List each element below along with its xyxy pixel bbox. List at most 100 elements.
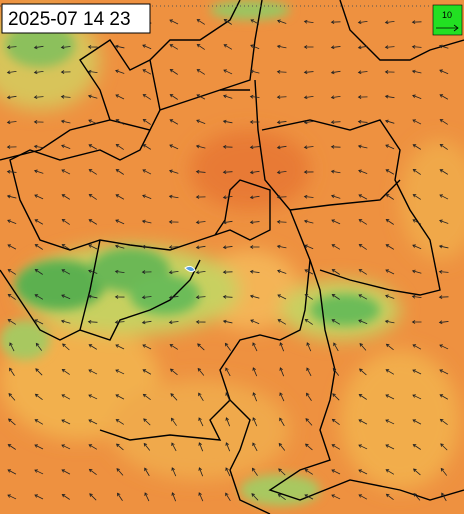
- wind-arrow: [141, 320, 152, 325]
- wind-arrow: [115, 144, 124, 150]
- wind-arrow: [331, 469, 341, 475]
- wind-arrow: [330, 45, 341, 50]
- wind-arrow: [196, 119, 206, 125]
- wind-arrow: [252, 392, 258, 402]
- wind-arrow: [385, 144, 395, 150]
- wind-arrow: [225, 392, 231, 402]
- wind-arrows: [6, 19, 449, 502]
- wind-arrow: [196, 44, 205, 50]
- wind-arrow: [6, 194, 17, 199]
- wind-arrow: [142, 69, 152, 75]
- wind-arrow: [115, 169, 124, 175]
- wind-arrow: [412, 144, 422, 150]
- wind-arrow: [304, 244, 314, 250]
- wind-arrow: [331, 319, 341, 325]
- wind-arrow: [195, 220, 206, 225]
- wind-arrow: [114, 244, 125, 249]
- wind-arrow: [61, 394, 71, 400]
- wind-arrow: [411, 69, 422, 74]
- wind-arrow: [358, 169, 368, 175]
- wind-arrow: [87, 319, 98, 324]
- wind-arrow: [171, 492, 177, 502]
- wind-arrow: [385, 343, 394, 351]
- wind-arrow: [61, 369, 70, 375]
- wind-arrow: [168, 295, 179, 300]
- wind-arrow: [168, 320, 179, 325]
- wind-arrow: [412, 94, 422, 99]
- wind-arrow: [195, 295, 206, 300]
- wind-arrow: [7, 494, 17, 500]
- wind-arrow: [169, 368, 178, 376]
- wind-arrow: [115, 119, 125, 125]
- wind-arrow: [331, 219, 341, 225]
- wind-arrow: [333, 342, 339, 352]
- wind-arrow: [61, 469, 71, 475]
- wind-arrow: [61, 169, 71, 175]
- wind-arrow: [249, 94, 260, 99]
- wind-arrow: [412, 194, 421, 200]
- wind-arrow: [88, 244, 98, 250]
- wind-arrow: [195, 245, 206, 250]
- wind-arrow: [330, 169, 341, 174]
- wind-arrow: [6, 70, 17, 75]
- wind-arrow: [277, 319, 287, 325]
- wind-arrow: [88, 468, 97, 476]
- wind-arrow: [60, 319, 71, 324]
- wind-arrow: [330, 194, 341, 199]
- wind-arrow: [358, 319, 368, 325]
- wind-arrow: [331, 269, 340, 275]
- wind-arrow: [171, 442, 177, 452]
- wind-arrow: [304, 494, 314, 500]
- wind-arrow: [303, 95, 314, 100]
- wind-arrow: [279, 342, 285, 352]
- wind-arrow: [61, 494, 70, 500]
- wind-arrow: [8, 418, 16, 426]
- wind-arrow: [6, 45, 17, 50]
- wind-arrow: [33, 144, 44, 149]
- wind-arrow: [117, 492, 123, 501]
- wind-arrow: [276, 95, 287, 100]
- wind-arrow: [222, 195, 233, 200]
- wind-arrow: [438, 320, 449, 325]
- wind-arrow: [357, 95, 368, 99]
- wind-arrow: [277, 269, 287, 274]
- wind-arrow: [88, 119, 98, 125]
- wind-arrow: [7, 469, 17, 475]
- wind-arrow: [303, 70, 314, 75]
- wind-arrow: [168, 194, 179, 199]
- wind-arrow: [198, 417, 204, 427]
- wind-arrow: [34, 269, 43, 275]
- wind-arrow: [252, 417, 258, 427]
- wind-arrow: [196, 94, 206, 100]
- wind-arrow: [439, 194, 449, 200]
- wind-arrow: [385, 394, 395, 400]
- wind-arrow: [385, 269, 395, 275]
- wind-arrow: [413, 468, 421, 476]
- wind-arrow: [60, 70, 71, 74]
- wind-arrow: [384, 20, 395, 25]
- wind-arrow: [115, 344, 125, 350]
- wind-arrow: [439, 369, 449, 375]
- wind-arrow: [115, 443, 124, 451]
- wind-arrow: [384, 119, 395, 124]
- wind-arrow: [88, 194, 97, 200]
- wind-arrow: [384, 45, 395, 50]
- wind-arrow: [411, 44, 422, 49]
- wind-arrow: [331, 444, 341, 450]
- wind-arrow: [7, 444, 16, 450]
- wind-arrow: [357, 119, 368, 124]
- wind-arrow: [6, 145, 17, 149]
- wind-arrow: [384, 319, 395, 324]
- wind-arrow: [88, 369, 98, 375]
- wind-arrow: [222, 145, 233, 149]
- wind-arrow: [279, 392, 285, 402]
- wind-arrow: [225, 442, 231, 452]
- wind-arrow: [61, 219, 70, 225]
- wind-arrow: [195, 320, 206, 324]
- wind-arrow: [304, 469, 313, 475]
- wind-arrow: [115, 194, 125, 200]
- wind-arrow: [88, 269, 98, 274]
- wind-arrow: [278, 468, 286, 476]
- wind-arrow: [34, 393, 43, 401]
- wind-arrow: [251, 467, 258, 476]
